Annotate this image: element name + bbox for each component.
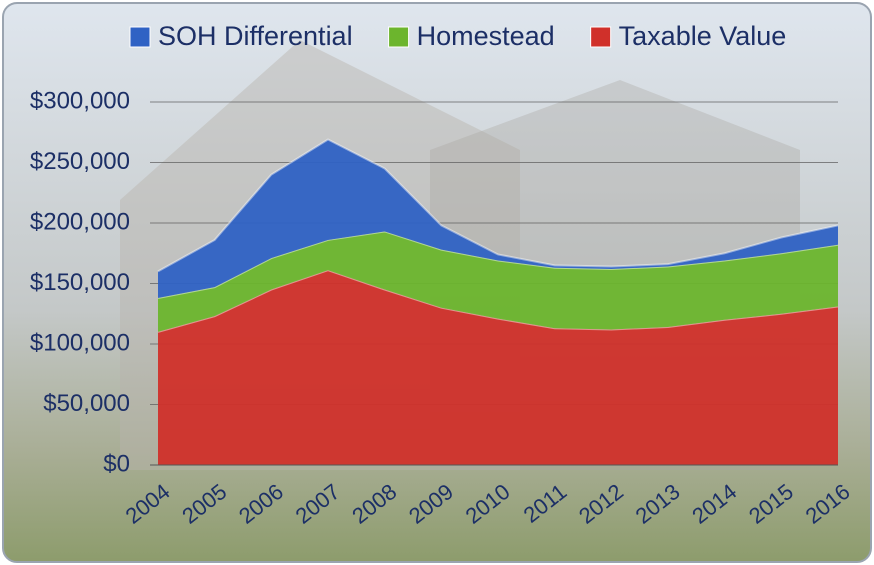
legend-label: Taxable Value bbox=[619, 21, 787, 51]
legend-label: Homestead bbox=[417, 21, 555, 51]
y-tick-label: $200,000 bbox=[30, 208, 130, 235]
y-tick-label: $100,000 bbox=[30, 329, 130, 356]
legend-swatch bbox=[591, 27, 611, 47]
y-tick-label: $50,000 bbox=[43, 390, 130, 417]
y-tick-label: $300,000 bbox=[30, 87, 130, 114]
legend-label: SOH Differential bbox=[158, 21, 353, 51]
chart: $0 $50,000 $100,000 $150,000 $200,000 $250,00… bbox=[0, 0, 874, 565]
legend-swatch bbox=[389, 27, 409, 47]
y-tick-label: $150,000 bbox=[30, 269, 130, 296]
y-tick-label: $250,000 bbox=[30, 148, 130, 175]
y-tick-label: $0 bbox=[103, 450, 130, 477]
legend-swatch bbox=[130, 27, 150, 47]
